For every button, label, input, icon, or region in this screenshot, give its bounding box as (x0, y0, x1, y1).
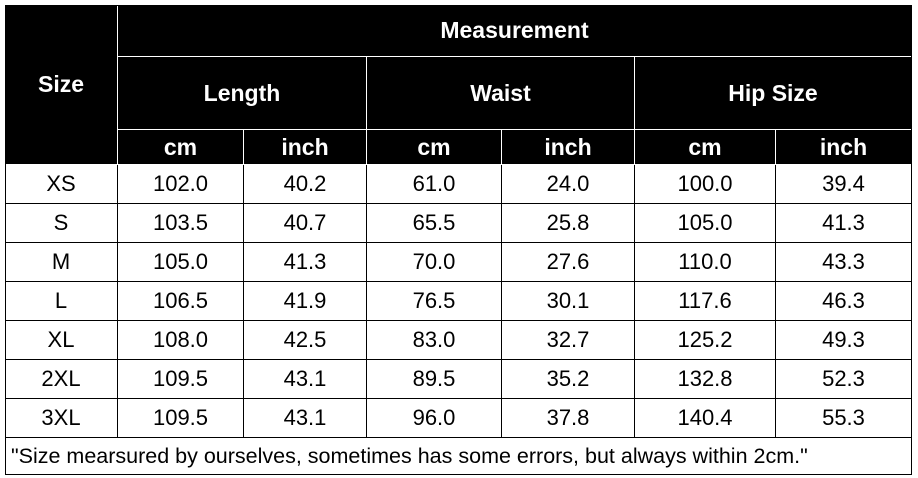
measurement-value: 96.0 (367, 399, 502, 438)
measurement-value: 42.5 (244, 321, 367, 360)
measurement-value: 89.5 (367, 360, 502, 399)
measurement-value: 46.3 (776, 282, 912, 321)
measurement-value: 102.0 (118, 165, 244, 204)
measurement-value: 49.3 (776, 321, 912, 360)
measurement-value: 39.4 (776, 165, 912, 204)
measurement-value: 35.2 (502, 360, 635, 399)
measurement-value: 117.6 (635, 282, 776, 321)
unit-header: cm (118, 130, 244, 165)
measurement-value: 32.7 (502, 321, 635, 360)
unit-header: cm (635, 130, 776, 165)
unit-header: inch (502, 130, 635, 165)
group-header: Waist (367, 57, 635, 130)
group-header: Length (118, 57, 367, 130)
measurement-value: 30.1 (502, 282, 635, 321)
measurement-value: 109.5 (118, 399, 244, 438)
size-label: S (5, 204, 118, 243)
measurement-value: 40.2 (244, 165, 367, 204)
measurement-value: 40.7 (244, 204, 367, 243)
measurement-value: 37.8 (502, 399, 635, 438)
measurement-value: 140.4 (635, 399, 776, 438)
size-label: 2XL (5, 360, 118, 399)
size-label: 3XL (5, 399, 118, 438)
size-label: XL (5, 321, 118, 360)
measurement-value: 52.3 (776, 360, 912, 399)
measurement-header: Measurement (118, 5, 912, 57)
measurement-value: 83.0 (367, 321, 502, 360)
measurement-value: 65.5 (367, 204, 502, 243)
measurement-value: 41.9 (244, 282, 367, 321)
unit-header: inch (244, 130, 367, 165)
measurement-value: 125.2 (635, 321, 776, 360)
measurement-value: 41.3 (244, 243, 367, 282)
size-header: Size (5, 5, 118, 165)
measurement-value: 61.0 (367, 165, 502, 204)
measurement-value: 106.5 (118, 282, 244, 321)
note: "Size mearsured by ourselves, sometimes … (5, 438, 912, 475)
measurement-value: 25.8 (502, 204, 635, 243)
measurement-value: 76.5 (367, 282, 502, 321)
measurement-value: 105.0 (635, 204, 776, 243)
measurement-value: 105.0 (118, 243, 244, 282)
measurement-value: 109.5 (118, 360, 244, 399)
measurement-value: 41.3 (776, 204, 912, 243)
measurement-value: 100.0 (635, 165, 776, 204)
measurement-value: 108.0 (118, 321, 244, 360)
measurement-value: 43.1 (244, 399, 367, 438)
unit-header: inch (776, 130, 912, 165)
measurement-value: 55.3 (776, 399, 912, 438)
size-label: L (5, 282, 118, 321)
measurement-value: 43.3 (776, 243, 912, 282)
measurement-value: 103.5 (118, 204, 244, 243)
group-header: Hip Size (635, 57, 912, 130)
size-label: M (5, 243, 118, 282)
unit-header: cm (367, 130, 502, 165)
measurement-value: 110.0 (635, 243, 776, 282)
measurement-value: 70.0 (367, 243, 502, 282)
measurement-value: 43.1 (244, 360, 367, 399)
size-label: XS (5, 165, 118, 204)
measurement-value: 27.6 (502, 243, 635, 282)
measurement-value: 132.8 (635, 360, 776, 399)
measurement-value: 24.0 (502, 165, 635, 204)
